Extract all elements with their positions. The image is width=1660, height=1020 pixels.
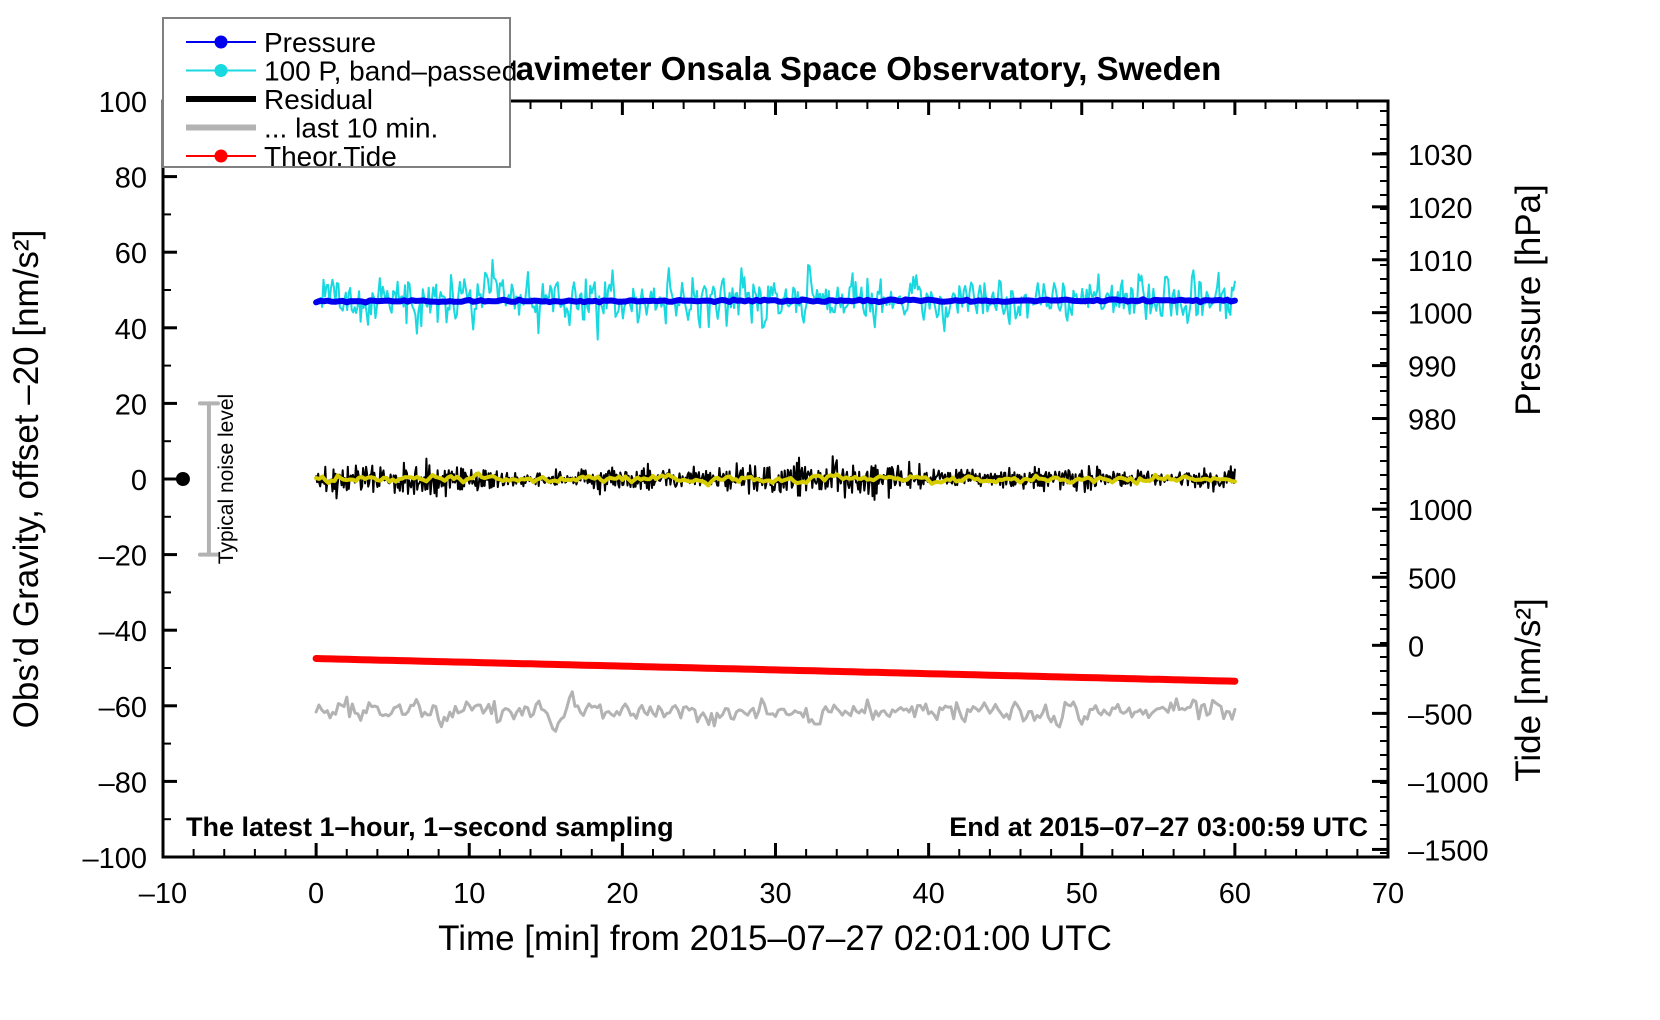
- typical-noise-level-label: Typical noise level: [215, 394, 238, 564]
- legend-item[interactable]: Residual: [186, 84, 373, 115]
- x-axis-title: Time [min] from 2015–07–27 02:01:00 UTC: [438, 919, 1112, 958]
- y-tick-label-right-pressure: 1020: [1408, 193, 1473, 225]
- y-tick-label-right-pressure: 1010: [1408, 246, 1473, 278]
- y-axis-title-right-pressure: Pressure [hPa]: [1509, 184, 1548, 416]
- y-tick-label-left: 40: [115, 314, 147, 346]
- legend-label: 100 P, band–passed: [264, 56, 517, 87]
- x-tick-label: 10: [453, 878, 485, 910]
- legend-marker-dot: [214, 35, 228, 49]
- trace-pressure: [313, 296, 1238, 306]
- y-tick-label-right-tide: 1000: [1408, 495, 1473, 527]
- y-tick-label-right-pressure: 1030: [1408, 140, 1473, 172]
- y-tick-label-left: –20: [99, 541, 147, 573]
- legend-label: Pressure: [264, 27, 376, 58]
- x-tick-label: 20: [606, 878, 638, 910]
- y-tick-label-right-tide: 500: [1408, 563, 1456, 595]
- y-tick-label-left: –80: [99, 767, 147, 799]
- y-tick-label-right-pressure: 980: [1408, 405, 1456, 437]
- x-tick-label: –10: [139, 878, 187, 910]
- annotation-sampling-note: The latest 1–hour, 1–second sampling: [186, 812, 674, 842]
- y-axis-title-left: Obs’d Gravity, offset –20 [nm/s²]: [7, 230, 46, 729]
- legend-item[interactable]: ... last 10 min.: [186, 113, 438, 144]
- x-tick-label: 70: [1372, 878, 1404, 910]
- x-tick-label: 50: [1066, 878, 1098, 910]
- y-tick-label-right-tide: –1000: [1408, 767, 1489, 799]
- y-tick-label-left: 0: [131, 465, 147, 497]
- trace-residual-smoothed: [314, 471, 1237, 488]
- annotation-end-time-note: End at 2015–07–27 03:00:59 UTC: [949, 812, 1368, 842]
- legend-item[interactable]: Theor.Tide: [186, 141, 397, 172]
- y-tick-label-left: –40: [99, 616, 147, 648]
- legend-item[interactable]: Pressure: [186, 27, 376, 58]
- y-tick-label-left: 60: [115, 238, 147, 270]
- y-tick-label-right-pressure: 990: [1408, 352, 1456, 384]
- legend-item[interactable]: 100 P, band–passed: [186, 56, 517, 87]
- y-axis-left-ticks: –100 –80 –60 –40 –20 0 20 40 60 80 100: [82, 87, 177, 875]
- y-axis-title-right-tide: Tide [nm/s²]: [1509, 598, 1548, 781]
- x-tick-label: 0: [308, 878, 324, 910]
- x-tick-label: 60: [1219, 878, 1251, 910]
- y-tick-label-left: 20: [115, 389, 147, 421]
- x-tick-label: 40: [912, 878, 944, 910]
- data-traces-group: [312, 258, 1239, 733]
- y-axis-right-ticks: 980 990 1000 1010 1020 1030 –1500 –1000 –500 0 500…: [1372, 110, 1489, 867]
- y-tick-label-right-tide: –1500: [1408, 835, 1489, 867]
- legend-label: Theor.Tide: [264, 141, 397, 172]
- x-tick-label: 30: [759, 878, 791, 910]
- trace-last-10-min: [314, 690, 1237, 733]
- y-tick-label-left: –60: [99, 692, 147, 724]
- noise-center-dot: [175, 472, 190, 486]
- legend-marker-dot: [214, 149, 228, 163]
- y-tick-label-right-tide: –500: [1408, 699, 1473, 731]
- trace-bandpassed-pressure: [315, 258, 1236, 341]
- y-tick-label-right-tide: 0: [1408, 631, 1424, 663]
- y-tick-label-right-pressure: 1000: [1408, 299, 1473, 331]
- legend-label: ... last 10 min.: [264, 113, 438, 144]
- typical-noise-level-indicator: Typical noise level: [175, 394, 238, 564]
- y-tick-label-left: 80: [115, 163, 147, 195]
- legend-label: Residual: [264, 84, 373, 115]
- x-axis-ticks: –10 0 10 20 30 40 50 60 70: [139, 101, 1404, 910]
- y-tick-label-left: 100: [99, 87, 147, 119]
- y-tick-label-left: –100: [82, 843, 147, 875]
- trace-theoretical-tide: [312, 655, 1239, 685]
- legend-marker-dot: [214, 64, 228, 77]
